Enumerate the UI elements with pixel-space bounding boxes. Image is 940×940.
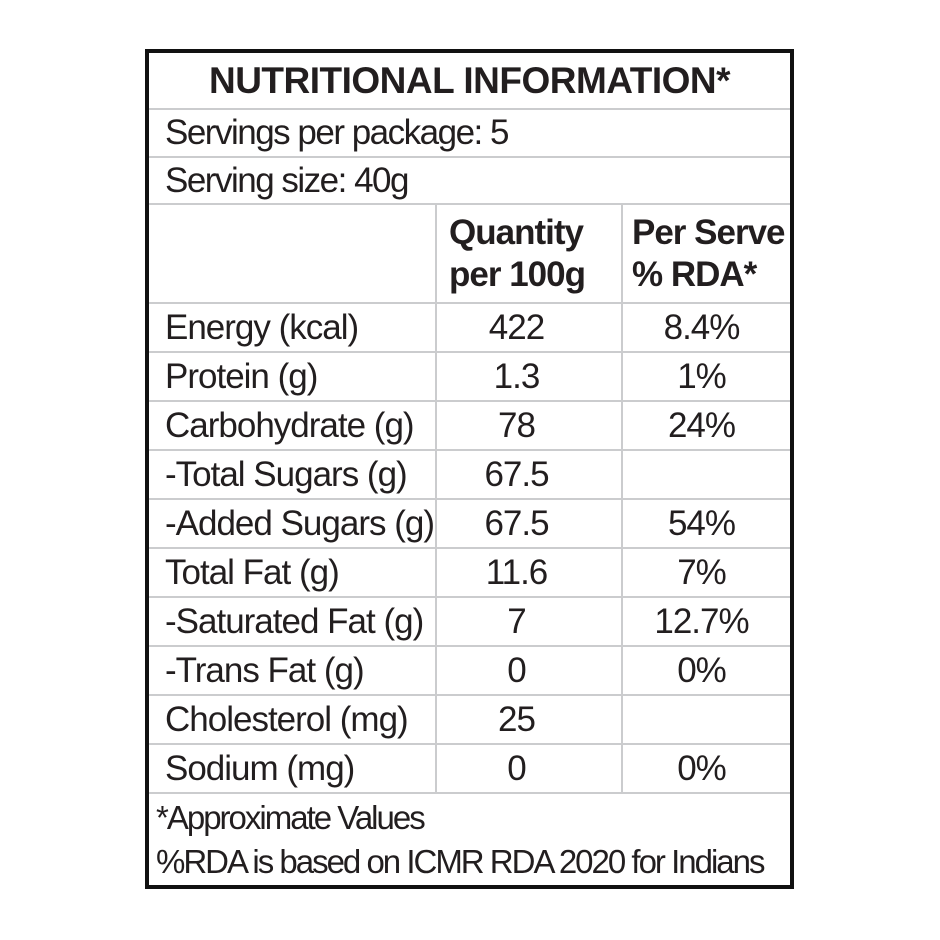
nutrient-rda: 12.7% bbox=[621, 598, 790, 645]
nutrient-name: -Saturated Fat (g) bbox=[165, 601, 424, 641]
nutrient-quantity: 0 bbox=[435, 647, 621, 694]
header-quantity-cell: Quantity per 100g bbox=[435, 205, 621, 302]
nutrition-facts-panel: NUTRITIONAL INFORMATION* Servings per pa… bbox=[145, 49, 794, 889]
footnote-approximate-values: *Approximate Values bbox=[156, 798, 426, 836]
table-row-total-fat: Total Fat (g) 11.6 7% bbox=[149, 547, 790, 596]
table-row-sodium: Sodium (mg) 0 0% bbox=[149, 743, 790, 792]
nutrient-rda: 7% bbox=[621, 549, 790, 596]
nutrient-name: Sodium (mg) bbox=[165, 748, 355, 788]
header-nutrient-cell bbox=[149, 205, 435, 302]
nutrient-quantity: 422 bbox=[435, 304, 621, 351]
header-per-serve-line2: % RDA* bbox=[632, 254, 757, 294]
nutrient-quantity: 11.6 bbox=[435, 549, 621, 596]
nutrient-quantity: 25 bbox=[435, 696, 621, 743]
nutrient-rda: 0% bbox=[621, 745, 790, 792]
table-row-energy: Energy (kcal) 422 8.4% bbox=[149, 302, 790, 351]
servings-per-package-text: Servings per package: 5 bbox=[165, 113, 509, 152]
serving-size-row: Serving size: 40g bbox=[149, 156, 790, 203]
footnote-rda-basis: %RDA is based on ICMR RDA 2020 for India… bbox=[156, 842, 766, 880]
servings-per-package-row: Servings per package: 5 bbox=[149, 108, 790, 156]
nutrient-name: Total Fat (g) bbox=[165, 552, 340, 592]
nutrient-quantity: 78 bbox=[435, 402, 621, 449]
footnotes-block: *Approximate Values %RDA is based on ICM… bbox=[149, 792, 790, 885]
panel-title: NUTRITIONAL INFORMATION* bbox=[208, 59, 731, 101]
nutrient-rda bbox=[621, 696, 790, 743]
serving-size-text: Serving size: 40g bbox=[165, 160, 409, 200]
nutrient-rda: 24% bbox=[621, 402, 790, 449]
nutrient-quantity: 67.5 bbox=[435, 451, 621, 498]
panel-title-row: NUTRITIONAL INFORMATION* bbox=[149, 53, 790, 108]
header-quantity-line1: Quantity bbox=[449, 212, 584, 252]
table-row-total-sugars: -Total Sugars (g) 67.5 bbox=[149, 449, 790, 498]
table-header-row: Quantity per 100g Per Serve % RDA* bbox=[149, 203, 790, 302]
nutrient-quantity: 7 bbox=[435, 598, 621, 645]
nutrient-name: Carbohydrate (g) bbox=[165, 405, 415, 445]
table-row-cholesterol: Cholesterol (mg) 25 bbox=[149, 694, 790, 743]
table-row-added-sugars: -Added Sugars (g) 67.5 54% bbox=[149, 498, 790, 547]
nutrient-name: -Total Sugars (g) bbox=[165, 454, 408, 494]
nutrient-name: -Added Sugars (g) bbox=[165, 503, 435, 543]
header-quantity-line2: per 100g bbox=[449, 254, 586, 294]
nutrient-rda: 8.4% bbox=[621, 304, 790, 351]
nutrient-name: Energy (kcal) bbox=[165, 307, 359, 347]
nutrient-rda: 54% bbox=[621, 500, 790, 547]
nutrient-name: Protein (g) bbox=[165, 356, 318, 396]
nutrient-quantity: 0 bbox=[435, 745, 621, 792]
table-row-carbohydrate: Carbohydrate (g) 78 24% bbox=[149, 400, 790, 449]
nutrient-name: Cholesterol (mg) bbox=[165, 699, 409, 739]
nutrient-quantity: 1.3 bbox=[435, 353, 621, 400]
nutrient-rda: 1% bbox=[621, 353, 790, 400]
table-row-protein: Protein (g) 1.3 1% bbox=[149, 351, 790, 400]
table-row-trans-fat: -Trans Fat (g) 0 0% bbox=[149, 645, 790, 694]
header-per-serve-line1: Per Serve bbox=[632, 212, 786, 252]
nutrient-rda bbox=[621, 451, 790, 498]
nutrient-quantity: 67.5 bbox=[435, 500, 621, 547]
table-row-saturated-fat: -Saturated Fat (g) 7 12.7% bbox=[149, 596, 790, 645]
nutrient-name: -Trans Fat (g) bbox=[165, 650, 365, 690]
header-per-serve-cell: Per Serve % RDA* bbox=[621, 205, 790, 302]
nutrient-rda: 0% bbox=[621, 647, 790, 694]
